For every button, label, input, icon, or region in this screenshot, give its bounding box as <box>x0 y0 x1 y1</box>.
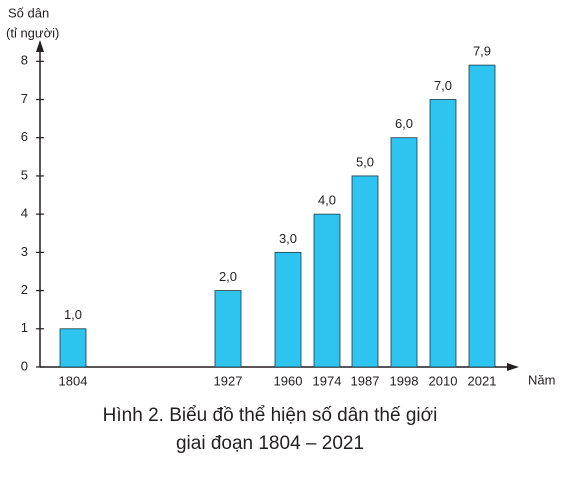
y-axis-label: Số dân <box>8 5 49 20</box>
x-axis-label: Năm <box>528 372 555 387</box>
bar <box>390 137 418 368</box>
y-tick-label: 3 <box>21 244 28 259</box>
bar <box>351 175 379 368</box>
bar <box>313 213 341 368</box>
y-tick-label: 4 <box>21 206 28 221</box>
y-axis-arrow <box>36 40 44 52</box>
value-label: 1,0 <box>64 307 82 322</box>
y-tick-label: 7 <box>21 91 28 106</box>
value-label: 6,0 <box>395 116 413 131</box>
y-tick-label: 8 <box>21 53 28 68</box>
bar <box>468 64 496 368</box>
value-label: 5,0 <box>356 154 374 169</box>
value-label: 3,0 <box>279 231 297 246</box>
x-tick-label: 1960 <box>274 373 303 388</box>
y-axis-label: (tỉ người) <box>6 25 59 40</box>
y-tick-label: 1 <box>21 320 28 335</box>
value-label: 2,0 <box>219 269 237 284</box>
value-label: 7,9 <box>473 44 491 59</box>
x-tick-label: 1987 <box>351 373 380 388</box>
value-label: 7,0 <box>434 78 452 93</box>
x-tick-label: 1927 <box>214 373 243 388</box>
y-tick-label: 6 <box>21 129 28 144</box>
value-label: 4,0 <box>318 193 336 208</box>
bar <box>274 251 302 368</box>
x-axis-arrow <box>507 363 519 371</box>
bar <box>214 290 242 368</box>
x-tick-label: 1974 <box>313 373 342 388</box>
chart-title: Hình 2. Biểu đồ thể hiện số dân thế giới <box>103 405 438 426</box>
bar <box>59 328 87 368</box>
y-tick-label: 0 <box>21 358 28 373</box>
x-tick-label: 1998 <box>390 373 419 388</box>
bar <box>429 99 457 368</box>
x-tick-label: 2021 <box>468 373 497 388</box>
y-tick-label: 5 <box>21 167 28 182</box>
chart-title: giai đoạn 1804 – 2021 <box>176 433 364 454</box>
y-tick-label: 2 <box>21 282 28 297</box>
x-tick-label: 2010 <box>429 373 458 388</box>
x-tick-label: 1804 <box>59 373 88 388</box>
